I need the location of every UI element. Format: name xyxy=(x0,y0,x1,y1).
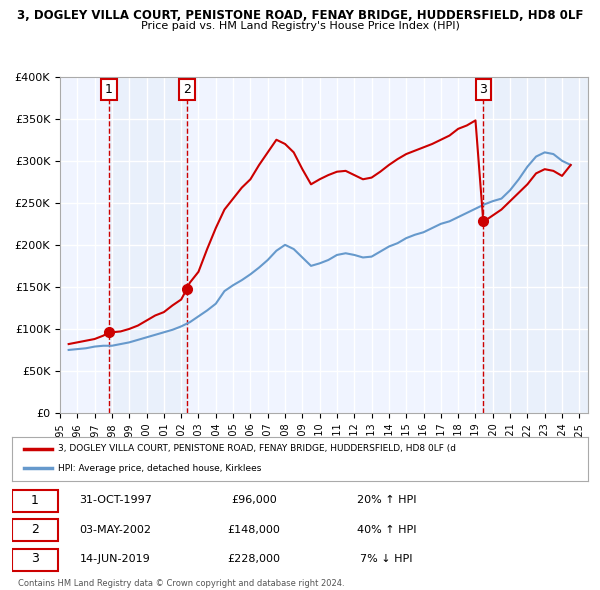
Text: 14-JUN-2019: 14-JUN-2019 xyxy=(80,554,151,564)
Text: 1: 1 xyxy=(105,83,113,96)
Text: Contains HM Land Registry data © Crown copyright and database right 2024.
This d: Contains HM Land Registry data © Crown c… xyxy=(18,579,344,590)
Text: 2: 2 xyxy=(183,83,191,96)
Text: HPI: Average price, detached house, Kirklees: HPI: Average price, detached house, Kirk… xyxy=(58,464,262,473)
Text: 3, DOGLEY VILLA COURT, PENISTONE ROAD, FENAY BRIDGE, HUDDERSFIELD, HD8 0LF: 3, DOGLEY VILLA COURT, PENISTONE ROAD, F… xyxy=(17,9,583,22)
Text: £148,000: £148,000 xyxy=(227,525,280,535)
Text: 31-OCT-1997: 31-OCT-1997 xyxy=(79,495,152,505)
Text: 3: 3 xyxy=(479,83,487,96)
Bar xyxy=(109,77,187,413)
Text: 40% ↑ HPI: 40% ↑ HPI xyxy=(356,525,416,535)
Text: 2: 2 xyxy=(31,523,39,536)
Text: £96,000: £96,000 xyxy=(231,495,277,505)
FancyBboxPatch shape xyxy=(12,490,58,512)
FancyBboxPatch shape xyxy=(12,519,58,542)
Text: 3: 3 xyxy=(31,552,39,565)
Bar xyxy=(483,77,588,413)
Text: 03-MAY-2002: 03-MAY-2002 xyxy=(80,525,152,535)
Text: Price paid vs. HM Land Registry's House Price Index (HPI): Price paid vs. HM Land Registry's House … xyxy=(140,21,460,31)
Text: 1: 1 xyxy=(31,494,39,507)
Text: £228,000: £228,000 xyxy=(227,554,280,564)
Text: 3, DOGLEY VILLA COURT, PENISTONE ROAD, FENAY BRIDGE, HUDDERSFIELD, HD8 0LF (d: 3, DOGLEY VILLA COURT, PENISTONE ROAD, F… xyxy=(58,444,456,454)
FancyBboxPatch shape xyxy=(12,549,58,571)
Text: 20% ↑ HPI: 20% ↑ HPI xyxy=(356,495,416,505)
Text: 7% ↓ HPI: 7% ↓ HPI xyxy=(360,554,413,564)
